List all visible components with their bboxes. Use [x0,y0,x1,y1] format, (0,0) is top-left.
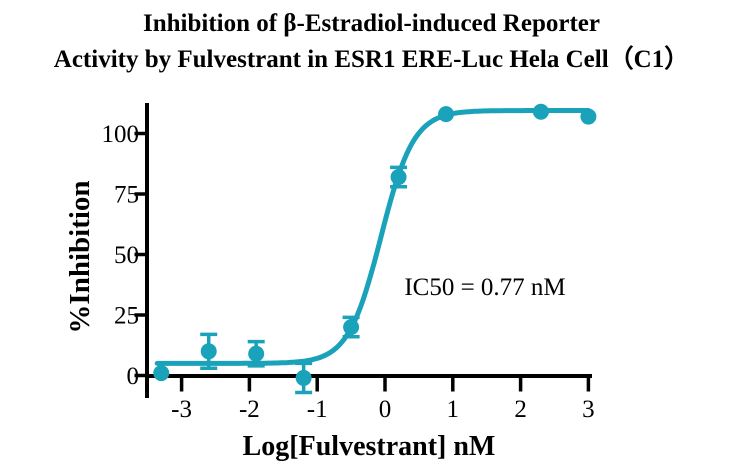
data-point [153,365,170,382]
chart-title-line2: Activity by Fulvestrant in ESR1 ERE-Luc … [53,46,690,73]
x-tick-label: -1 [307,396,328,423]
data-point [438,106,455,123]
data-point [580,108,597,125]
x-tick-label: 3 [582,396,595,423]
data-point [390,169,407,186]
x-tick-label: 0 [379,396,392,423]
y-axis-title: %Inhibition [64,180,96,334]
chart-title: Inhibition of β-Estradiol-induced Report… [0,6,743,78]
data-point [295,369,312,386]
x-tick-label: -2 [239,396,260,423]
x-tick-label: 1 [447,396,460,423]
x-axis-title: Log[Fulvestrant] nM [242,431,496,462]
x-tick-label: 2 [514,396,527,423]
y-tick-label: 75 [114,182,139,209]
y-tick-label: 100 [102,121,140,148]
y-tick-label: 0 [127,363,140,390]
data-point [248,345,265,362]
chart-title-line1: Inhibition of β-Estradiol-induced Report… [143,10,600,37]
y-tick-label: 25 [114,303,139,330]
ic50-annotation: IC50 = 0.77 nM [404,274,566,301]
data-point [532,103,549,120]
x-tick-label: -3 [171,396,192,423]
fit-curve [154,108,591,366]
data-point [343,319,360,336]
y-tick-label: 50 [114,242,139,269]
data-point [200,343,217,360]
